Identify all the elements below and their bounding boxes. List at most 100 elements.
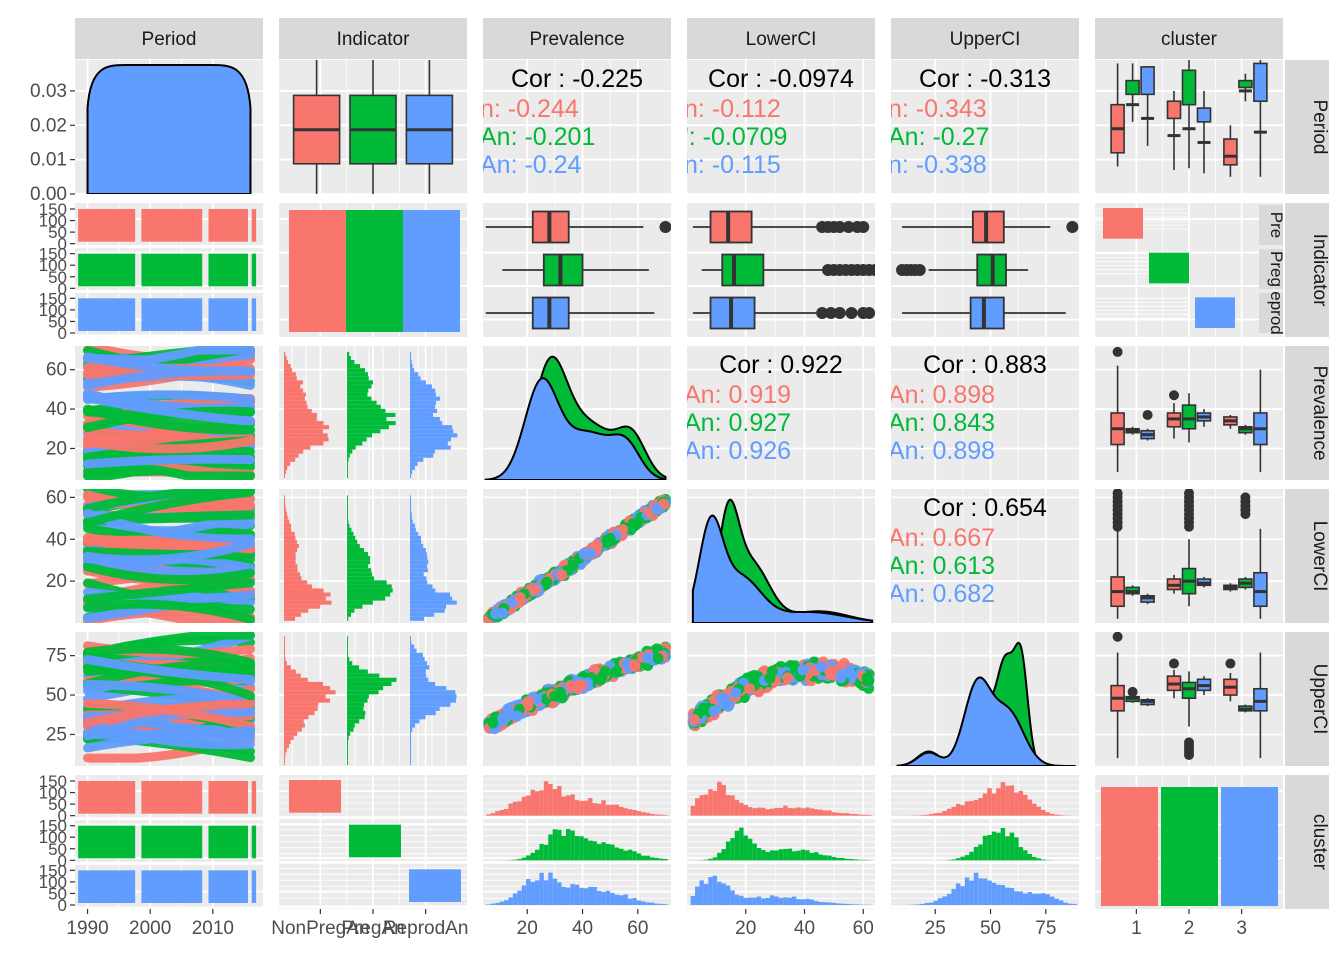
- bar: [208, 781, 248, 814]
- hist-bar: [699, 880, 704, 905]
- hist-bar: [284, 661, 287, 666]
- x-tick-label: 50: [980, 918, 1001, 939]
- hist-bar: [410, 576, 427, 581]
- hist-bar: [347, 523, 350, 528]
- hist-bar: [565, 795, 571, 816]
- hist-Prevalence-by-indicator: [284, 346, 458, 480]
- hist-bar: [610, 844, 615, 861]
- y-tick-label: 150: [39, 817, 67, 836]
- hist-bar: [410, 710, 436, 716]
- box-outlier: [1112, 489, 1123, 499]
- hist-bar: [410, 698, 456, 703]
- hist-bar: [627, 898, 633, 905]
- hist-bar: [596, 891, 602, 905]
- hist-bar: [410, 568, 428, 573]
- hist-bar: [978, 844, 983, 861]
- hist-bar: [774, 807, 779, 816]
- hist-bar: [853, 813, 859, 816]
- hist-bar: [347, 727, 354, 732]
- hist-bar: [574, 836, 580, 861]
- hist-bar: [601, 891, 606, 905]
- hist-bar: [557, 829, 562, 861]
- hist-bar: [410, 400, 436, 405]
- hist-bar: [347, 417, 387, 422]
- hist-bar: [347, 372, 369, 377]
- hist-bar: [410, 429, 454, 434]
- hist-bar: [347, 556, 371, 561]
- hist-bar: [347, 531, 354, 536]
- hist-bar: [924, 814, 930, 816]
- hist-bar: [800, 808, 806, 816]
- panel-UpperCI-Prevalence: [483, 632, 671, 766]
- hist-bar: [284, 539, 297, 544]
- box-outlier: [845, 307, 858, 319]
- hist-bar: [774, 896, 779, 905]
- hist-bar: [543, 844, 549, 861]
- row-strip-label: cluster: [1309, 814, 1330, 871]
- bar: [409, 869, 461, 902]
- hist-bar: [410, 552, 427, 557]
- hist-bar: [778, 807, 784, 816]
- hist-bar: [725, 885, 731, 905]
- series-line: [83, 726, 255, 741]
- series-line: [83, 680, 255, 707]
- hist-bar: [410, 560, 429, 565]
- hist-bar: [1027, 799, 1033, 816]
- hist-bar: [347, 543, 360, 548]
- hist-bar: [410, 690, 456, 695]
- hist-bar: [284, 748, 287, 753]
- hist-bar: [410, 396, 441, 401]
- series-line: [83, 366, 255, 390]
- hist-bar: [831, 902, 837, 905]
- hist-bar: [752, 843, 757, 861]
- hist-bar: [1032, 803, 1037, 816]
- hist-bar: [347, 636, 348, 641]
- bar-ReprodAn: [403, 210, 460, 332]
- bar: [251, 870, 257, 903]
- hist-bar: [490, 813, 496, 816]
- box-PregAn: [721, 253, 765, 287]
- series-line: [83, 699, 255, 728]
- hist-bar: [284, 740, 291, 745]
- hist-bar: [831, 857, 837, 861]
- hist-bar: [787, 848, 793, 861]
- hist-bar: [410, 669, 426, 674]
- hist-bar: [284, 640, 285, 645]
- hist-bar: [410, 408, 438, 413]
- hist-bar: [526, 855, 531, 861]
- box-NonPregAn: [709, 210, 753, 244]
- row-strip-label: Prevalence: [1309, 365, 1330, 460]
- hist-bar: [663, 858, 668, 861]
- hist-bar: [929, 813, 934, 816]
- scatter-LowerCI-by-period: [83, 489, 255, 623]
- hist-bar: [937, 898, 943, 905]
- panel-Period-UpperCI: [891, 60, 1079, 195]
- hist-bar: [347, 596, 386, 601]
- hist-bar: [561, 835, 566, 861]
- hist-bar: [831, 812, 837, 816]
- hist-bar: [605, 844, 611, 861]
- hist-bar: [619, 895, 624, 905]
- hist-bar: [1014, 891, 1019, 905]
- density-area-ReprodAn: [691, 514, 874, 623]
- hist-bar: [347, 359, 355, 365]
- hist-bar: [858, 859, 863, 861]
- scatter-upperci-vs-lowerci: [687, 656, 875, 732]
- hist-bar: [284, 588, 324, 593]
- hist-bar: [410, 474, 412, 479]
- scatter-point: [766, 665, 778, 677]
- series-line: [83, 508, 255, 544]
- hist-bar: [623, 808, 628, 816]
- density-period: [86, 64, 252, 194]
- hist-bar: [347, 568, 372, 573]
- hist-bar: [548, 834, 553, 861]
- hist-bar: [410, 673, 427, 678]
- hist-UpperCI-by-cluster: [891, 778, 1079, 909]
- hist-bar: [347, 376, 369, 381]
- hist-bar: [725, 794, 731, 816]
- hist-bar: [410, 351, 411, 356]
- boxplots-prevalence-by-cluster: [1110, 346, 1268, 473]
- x-tick-label: 2000: [129, 918, 171, 939]
- hist-bar: [284, 673, 301, 678]
